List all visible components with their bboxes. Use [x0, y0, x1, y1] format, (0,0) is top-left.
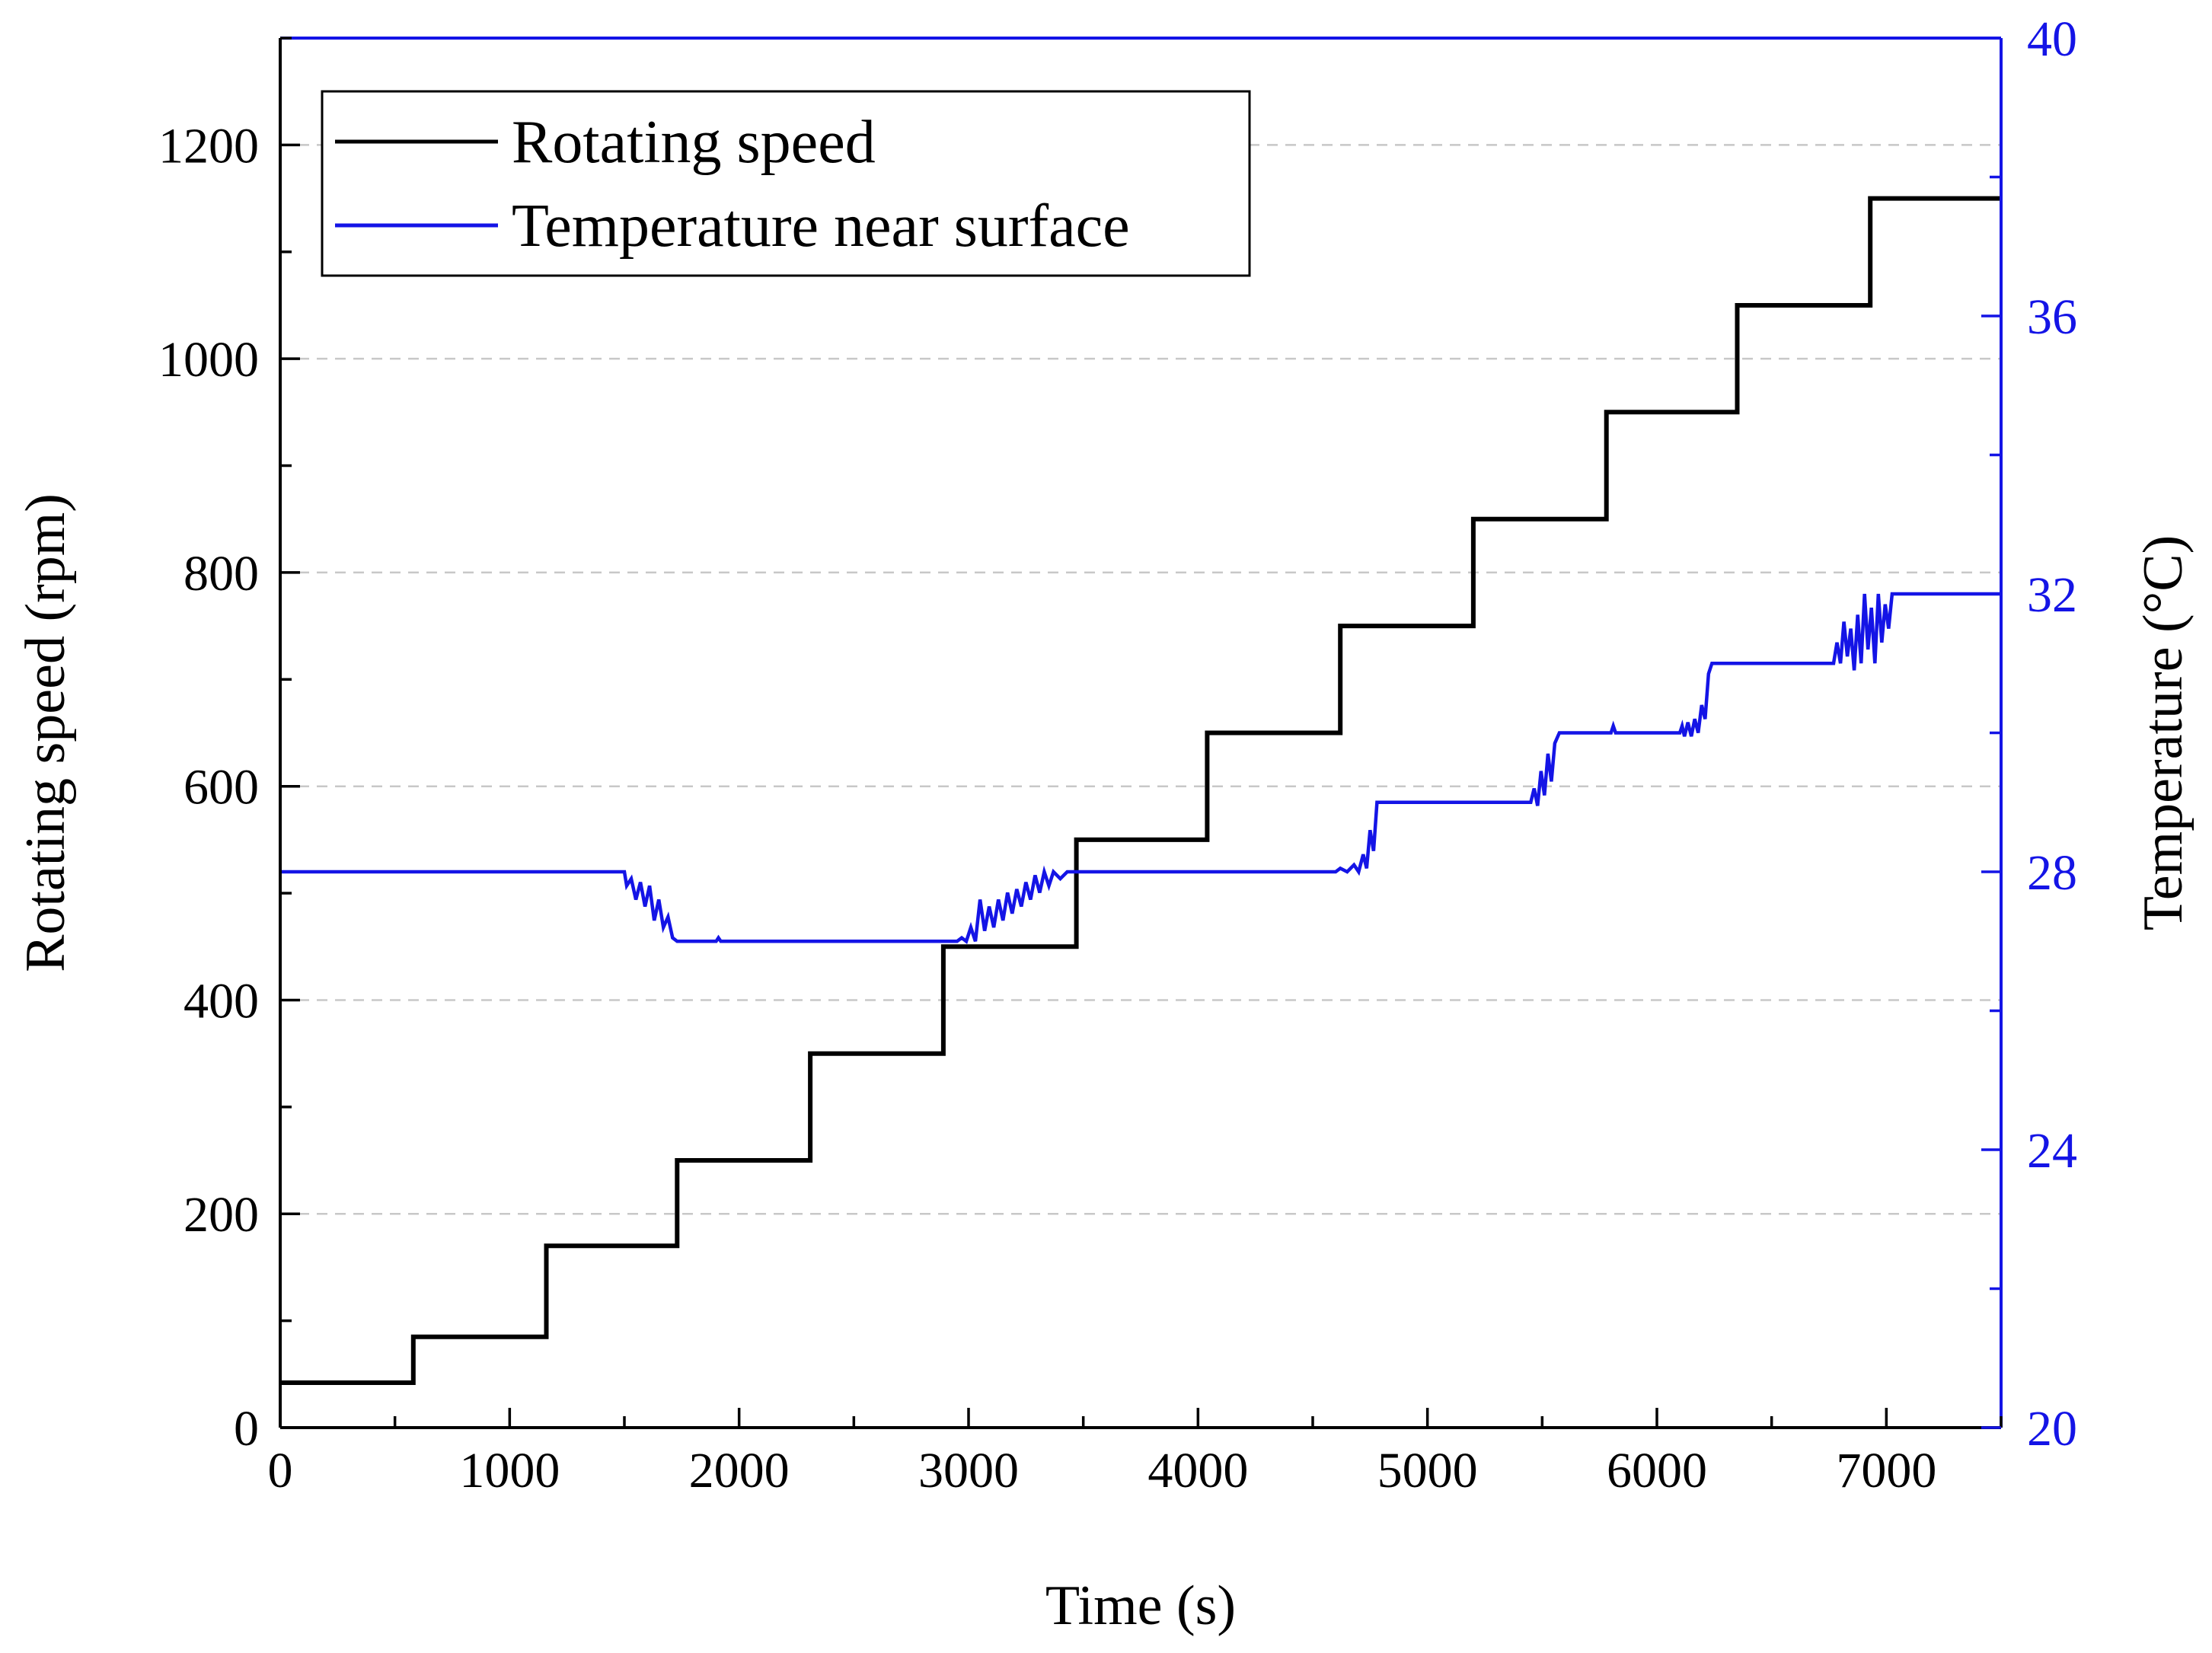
- y-left-tick-label-1200: 1200: [158, 118, 259, 174]
- series-layer: [280, 196, 2001, 1385]
- x-tick-label-2000: 2000: [689, 1443, 790, 1498]
- y-right-tick-label-28: 28: [2027, 845, 2077, 901]
- y-right-tick-label-20: 20: [2027, 1401, 2077, 1457]
- x-tick-label-7000: 7000: [1836, 1443, 1936, 1498]
- y-left-tick-label-0: 0: [234, 1401, 259, 1457]
- legend-box: [321, 90, 1251, 277]
- y-right-tick-label-24: 24: [2027, 1123, 2077, 1179]
- y-left-tick-label-200: 200: [184, 1187, 259, 1243]
- x-tick-label-1000: 1000: [459, 1443, 560, 1498]
- x-tick-label-4000: 4000: [1147, 1443, 1248, 1498]
- x-axis-title: Time (s): [1045, 1575, 1236, 1637]
- y-right-tick-label-40: 40: [2027, 11, 2077, 67]
- legend: Rotating speed Temperature near surface: [321, 90, 1251, 277]
- y-left-tick-label-800: 800: [184, 546, 259, 602]
- y-left-tick-label-400: 400: [184, 973, 259, 1029]
- y-left-tick-label-600: 600: [184, 760, 259, 815]
- tick-marks: [279, 37, 2003, 1429]
- x-tick-label-0: 0: [268, 1443, 293, 1498]
- legend-label-temperature: Temperature near surface: [512, 193, 1130, 260]
- tick-labels: 0 1000 2000 3000 4000 5000 6000 7000 0 200 400 600 8…: [158, 11, 2077, 1498]
- x-tick-label-3000: 3000: [918, 1443, 1019, 1498]
- y-right-tick-label-32: 32: [2027, 567, 2077, 623]
- y-right-axis-title: Temperature (°C): [2132, 535, 2194, 931]
- y-left-tick-label-1000: 1000: [158, 332, 259, 388]
- legend-label-rotating-speed: Rotating speed: [512, 109, 876, 176]
- y-right-tick-label-36: 36: [2027, 289, 2077, 345]
- series-line-temperature: [280, 592, 2001, 945]
- y-left-axis-title: Rotating speed (rpm): [14, 493, 77, 972]
- x-tick-label-5000: 5000: [1377, 1443, 1478, 1498]
- series-line-rotating-speed: [280, 196, 2001, 1385]
- x-tick-label-6000: 6000: [1607, 1443, 1707, 1498]
